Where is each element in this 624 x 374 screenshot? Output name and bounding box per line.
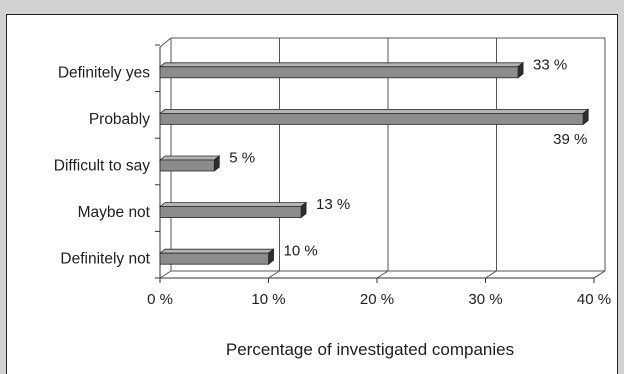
bar <box>159 66 519 79</box>
x-floor-gridline <box>376 270 389 279</box>
x-tick-label: 10 % <box>251 291 285 308</box>
category-label: Definitely not <box>60 251 150 268</box>
value-label: 5 % <box>229 150 255 167</box>
bar-top-face <box>158 202 308 208</box>
value-label: 33 % <box>533 56 567 73</box>
value-label: 10 % <box>284 243 318 260</box>
bar-top-face <box>158 109 590 114</box>
x-tick-label: 20 % <box>360 291 394 308</box>
x-floor-gridline <box>593 270 606 279</box>
category-label: Maybe not <box>78 204 151 221</box>
bar <box>159 206 302 219</box>
value-label: 13 % <box>316 196 350 213</box>
x-floor-gridline <box>159 270 172 279</box>
bar <box>159 252 269 265</box>
bars-layer <box>158 61 590 266</box>
bar-top-face <box>158 248 275 254</box>
x-tick-label: 30 % <box>468 291 502 308</box>
category-label: Definitely yes <box>58 64 150 81</box>
bar <box>159 159 215 172</box>
category-label: Probably <box>89 111 150 128</box>
value-label: 39 % <box>553 131 587 148</box>
bar <box>159 113 584 125</box>
x-floor-gridline <box>268 270 280 279</box>
bar-top-face <box>158 62 525 68</box>
x-tick-label: 0 % <box>147 291 173 308</box>
labels-layer: 0 % 10 % 20 % 30 % 40 % Definitely yes 33 % Pro… <box>54 56 611 308</box>
x-floor-gridline <box>485 270 497 279</box>
bar-top-face <box>158 155 221 161</box>
x-tick-label: 40 % <box>577 291 611 308</box>
x-axis-title: Percentage of investigated companies <box>226 340 514 359</box>
category-label: Difficult to say <box>54 158 150 175</box>
plot-side-top-edge <box>159 37 172 48</box>
